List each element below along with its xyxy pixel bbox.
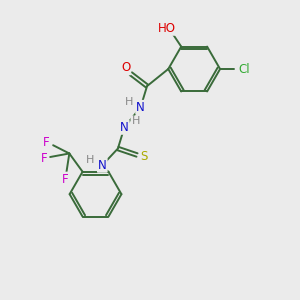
- Text: H: H: [131, 116, 140, 126]
- Text: H: H: [125, 97, 134, 107]
- Text: F: F: [43, 136, 50, 149]
- Text: S: S: [140, 150, 147, 163]
- Text: F: F: [61, 172, 68, 186]
- Text: N: N: [120, 121, 129, 134]
- Text: N: N: [136, 101, 145, 114]
- Text: F: F: [40, 152, 47, 165]
- Text: Cl: Cl: [238, 62, 250, 76]
- Text: O: O: [121, 61, 130, 74]
- Text: HO: HO: [158, 22, 175, 35]
- Text: H: H: [85, 155, 94, 165]
- Text: N: N: [98, 159, 107, 172]
